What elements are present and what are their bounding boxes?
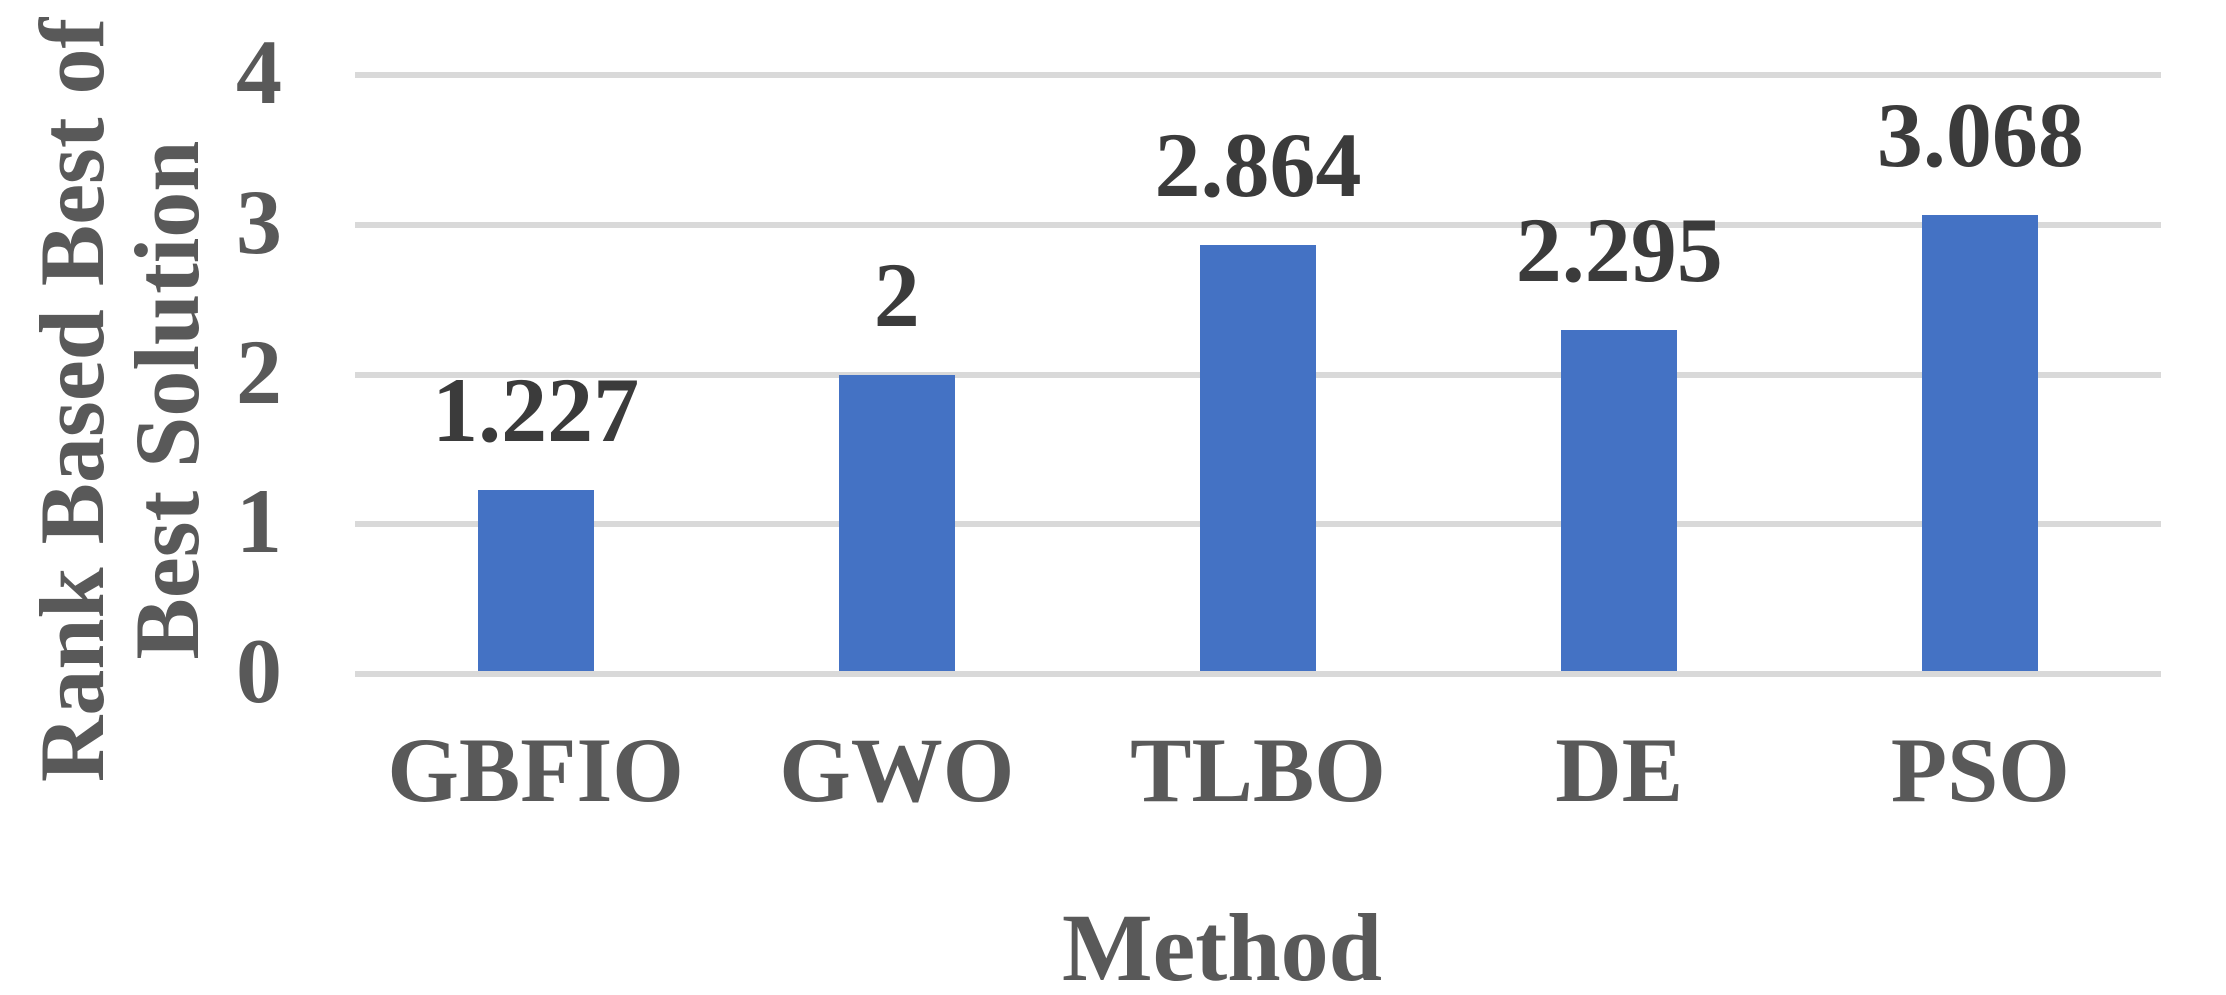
data-label-de: 2.295: [1515, 199, 1723, 302]
y-axis-title: Rank Based Best of Best Solution: [21, 0, 218, 900]
x-tick-label-de: DE: [1555, 719, 1684, 821]
gridline-y3: [355, 221, 2161, 228]
x-axis-title: Method: [1062, 894, 1382, 995]
x-tick-label-gbfio: GBFIO: [387, 719, 684, 821]
x-tick-label-gwo: GWO: [779, 719, 1015, 821]
bar-gbfio: [477, 490, 594, 674]
bar-gwo: [838, 374, 955, 674]
y-tick-label-1: 1: [236, 470, 282, 573]
x-tick-label-pso: PSO: [1890, 719, 2070, 821]
data-label-tlbo: 2.864: [1154, 114, 1362, 217]
y-tick-label-2: 2: [236, 320, 282, 423]
x-axis-line: [355, 671, 2161, 677]
data-label-gwo: 2: [873, 243, 920, 346]
y-axis-title-line-2: Best Solution: [116, 140, 218, 660]
y-axis-title-line-1: Rank Based Best of: [21, 17, 123, 783]
y-tick-label-4: 4: [236, 21, 282, 124]
bar-pso: [1922, 214, 2039, 674]
y-tick-label-3: 3: [236, 170, 282, 273]
data-label-gbfio: 1.227: [432, 359, 640, 462]
y-tick-label-0: 0: [236, 620, 282, 723]
data-label-pso: 3.068: [1876, 83, 2084, 186]
bar-tlbo: [1200, 245, 1316, 674]
gridline-y4: [355, 72, 2161, 78]
x-tick-label-tlbo: TLBO: [1130, 719, 1386, 821]
bar-de: [1561, 330, 1678, 674]
